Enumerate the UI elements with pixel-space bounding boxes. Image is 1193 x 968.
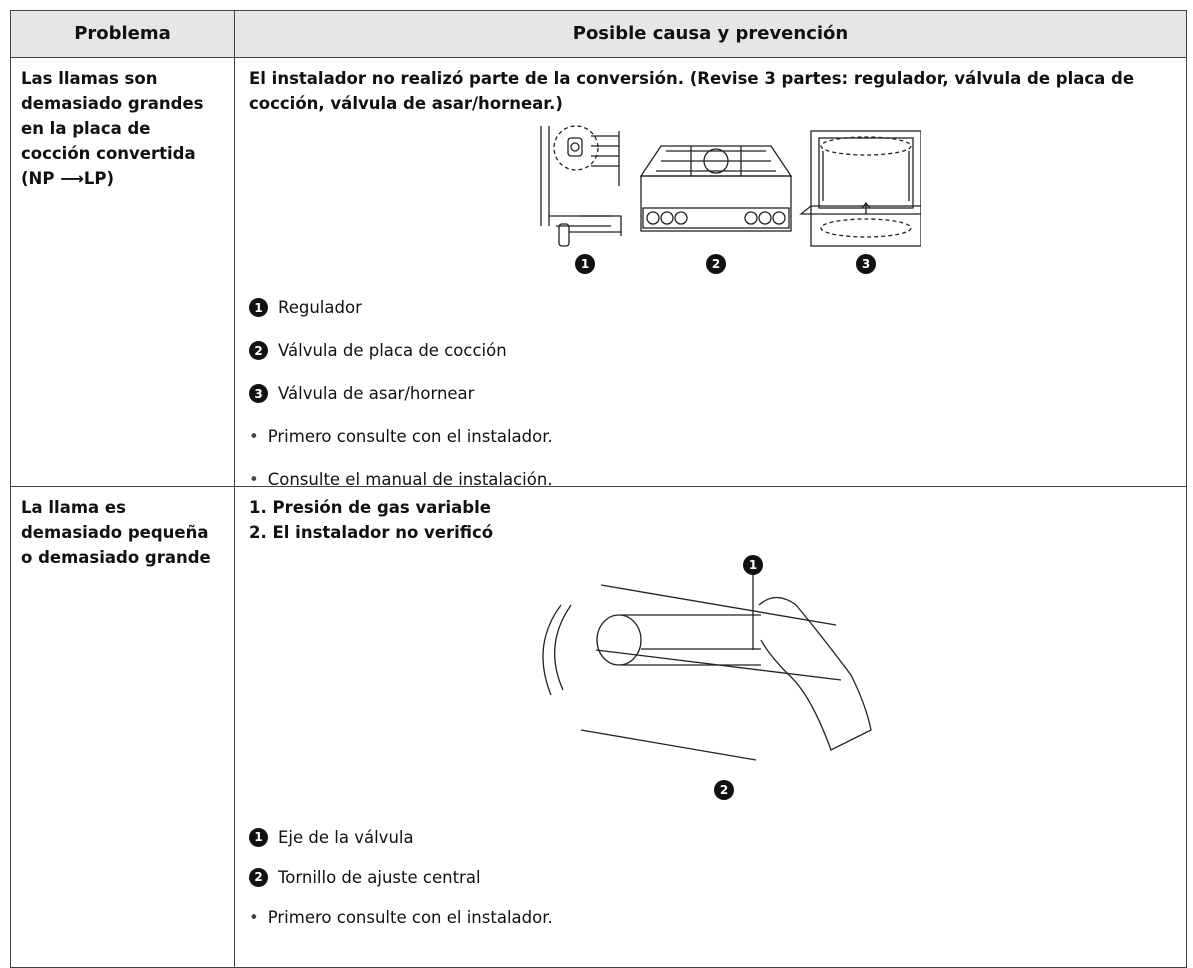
note: Consulte el manual de instalación. xyxy=(249,458,1172,501)
legend-item: 1 Regulador xyxy=(249,286,1172,329)
table-row: Las llamas son demasiado grandes en la p… xyxy=(11,58,1186,489)
table: Problema Posible causa y prevención Las … xyxy=(10,10,1187,968)
item-text: Tornillo de ajuste central xyxy=(278,867,481,887)
note: Primero consulte con el instalador. xyxy=(249,415,1172,458)
cause-lines: El instalador no realizó parte de la con… xyxy=(249,66,1172,116)
problem-cell: Las llamas son demasiado grandes en la p… xyxy=(11,58,235,486)
cause-line: 2. El instalador no verificó xyxy=(249,523,494,542)
figure: 1 2 xyxy=(541,555,872,800)
cause-lines: 1. Presión de gas variable 2. El instalad… xyxy=(249,495,1172,545)
cause-cell: 1. Presión de gas variable 2. El instalad… xyxy=(235,487,1186,967)
legend-item: 2 Tornillo de ajuste central xyxy=(249,857,1172,897)
legend-item: 2 Válvula de placa de cocción xyxy=(249,329,1172,372)
figure-label: 2 xyxy=(719,783,727,797)
note-text: Primero consulte con el instalador. xyxy=(249,427,553,446)
number-badge: 2 xyxy=(249,341,268,360)
figure-label: 1 xyxy=(748,558,756,572)
note: Primero consulte con el instalador. xyxy=(249,897,1172,937)
item-text: Regulador xyxy=(278,298,362,317)
legend-item: 1 Eje de la válvula xyxy=(249,817,1172,857)
item-list: 1 Regulador 2 Válvula de placa de cocción 3 V… xyxy=(249,286,1172,501)
cause-cell: El instalador no realizó parte de la con… xyxy=(235,58,1186,489)
problem-cell: La llama es demasiado pequeña o demasiad… xyxy=(11,487,235,967)
number-badge: 1 xyxy=(249,827,268,847)
number-badge: 2 xyxy=(249,867,268,887)
cause-line: 1. Presión de gas variable xyxy=(249,498,491,517)
header-cell: Problema xyxy=(11,11,235,57)
note-text: Primero consulte con el instalador. xyxy=(249,908,553,927)
figure-label: 3 xyxy=(861,257,869,271)
figure-label: 1 xyxy=(580,257,588,271)
legend-item: 3 Válvula de asar/hornear xyxy=(249,372,1172,415)
number-badge: 1 xyxy=(249,298,268,317)
item-text: Eje de la válvula xyxy=(278,827,414,847)
item-text: Válvula de asar/hornear xyxy=(278,384,475,403)
number-badge: 3 xyxy=(249,384,268,403)
note-text: Consulte el manual de instalación. xyxy=(249,470,553,489)
cause-line: El instalador no realizó parte de la con… xyxy=(249,69,1135,113)
item-text: Válvula de placa de cocción xyxy=(278,341,507,360)
header-row: Problema Posible causa y prevención xyxy=(11,11,1186,58)
item-list: 1 Eje de la válvula 2 Tornillo de ajuste ce… xyxy=(249,817,1172,937)
table-row: La llama es demasiado pequeña o demasiad… xyxy=(11,487,1186,968)
figure-label: 2 xyxy=(711,257,719,271)
header-cell: Posible causa y prevención xyxy=(572,23,849,44)
figure: 1 2 3 xyxy=(539,125,921,274)
